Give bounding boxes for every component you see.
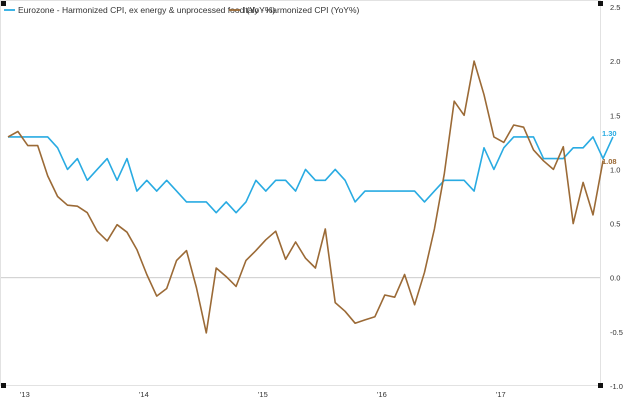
legend-label-italy: Italy - Harmonized CPI (YoY%) xyxy=(243,5,360,15)
end-label-eurozone: 1.30 xyxy=(602,129,617,138)
y-tick-label: -0.5 xyxy=(610,328,623,337)
plot-frame xyxy=(0,0,601,386)
y-axis-ticks: 2.5 2.0 1.5 1.0 0.5 0.0 -0.5 -1.0 xyxy=(610,3,623,391)
x-tick-label: '16 xyxy=(377,390,387,399)
y-tick-label: -1.0 xyxy=(610,382,623,391)
y-tick-label: 0.5 xyxy=(610,220,620,229)
corner-marker-bottom-left xyxy=(1,383,6,388)
y-tick-label: 2.5 xyxy=(610,3,620,12)
corner-marker-bottom-right xyxy=(598,383,603,388)
series-line-italy xyxy=(7,60,604,334)
y-tick-label: 2.0 xyxy=(610,57,620,66)
series-line-eurozone xyxy=(8,136,614,214)
legend: Eurozone - Harmonized CPI, ex energy & u… xyxy=(4,5,360,15)
x-tick-label: '13 xyxy=(20,390,30,399)
corner-marker-top-left xyxy=(1,1,6,6)
end-label-italy: 1.08 xyxy=(602,157,617,166)
y-tick-label: 0.0 xyxy=(610,274,620,283)
y-tick-label: 1.5 xyxy=(610,111,620,120)
y-tick-label: 1.0 xyxy=(610,165,620,174)
x-tick-label: '15 xyxy=(258,390,268,399)
x-tick-label: '17 xyxy=(496,390,506,399)
x-axis-ticks: '13 '14 '15 '16 '17 xyxy=(20,390,506,399)
legend-label-eurozone: Eurozone - Harmonized CPI, ex energy & u… xyxy=(18,5,275,15)
corner-marker-top-right xyxy=(598,1,603,6)
x-tick-label: '14 xyxy=(139,390,149,399)
